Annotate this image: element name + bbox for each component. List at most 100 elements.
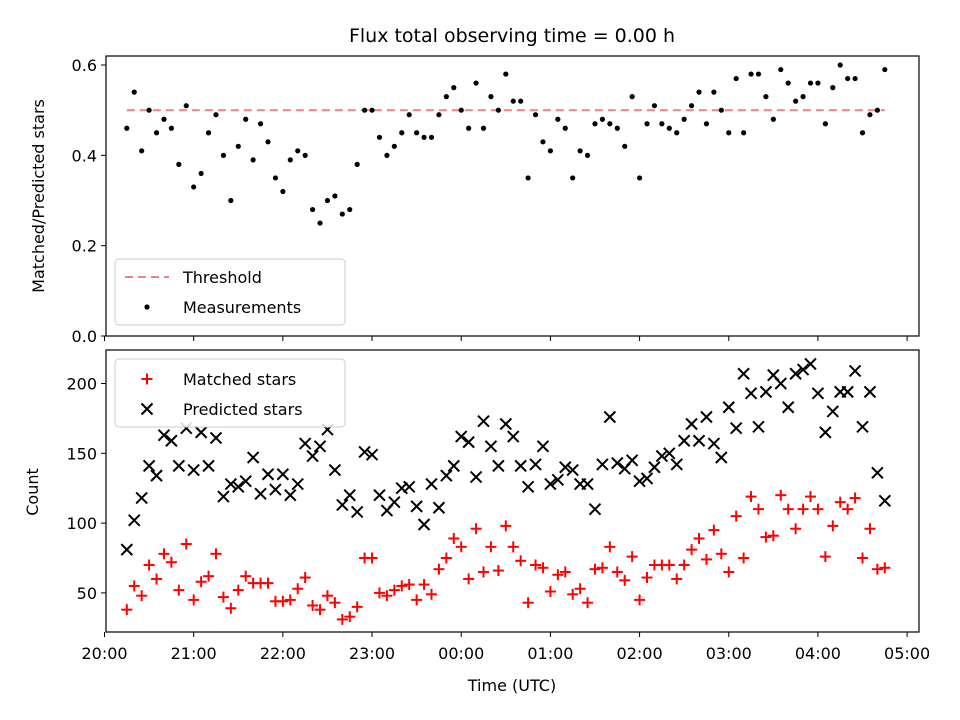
counts-x-tick-label: 05:00 — [884, 644, 930, 663]
measurement-point — [867, 112, 873, 118]
legend-matched-marker — [141, 373, 153, 385]
measurement-point — [384, 152, 390, 158]
matched-stars-point — [277, 595, 289, 607]
predicted-stars-point — [284, 488, 297, 502]
legend-matched-label: Matched stars — [183, 370, 296, 389]
predicted-stars-point — [187, 463, 200, 477]
measurement-point — [666, 125, 672, 131]
measurement-point — [205, 130, 212, 136]
counts-y-tick-label: 50 — [77, 584, 97, 603]
predicted-stars-point — [417, 518, 431, 531]
matched-stars-point — [805, 491, 817, 503]
measurement-point — [191, 184, 197, 190]
predicted-stars-point — [484, 440, 498, 453]
measurement-point — [748, 71, 754, 77]
legend-predicted-swatch — [140, 402, 154, 416]
predicted-stars-point — [863, 385, 877, 399]
measurement-point — [718, 107, 724, 113]
predicted-stars-point — [752, 420, 765, 433]
matched-stars-point — [730, 510, 742, 522]
measurement-point — [220, 152, 227, 158]
measurement-point — [458, 107, 464, 113]
measurement-point — [302, 152, 308, 158]
predicted-stars-point — [165, 434, 178, 447]
matched-stars-point — [819, 551, 831, 563]
measurement-point — [436, 112, 442, 118]
measurement-point — [466, 125, 472, 131]
predicted-stars-point — [871, 466, 884, 480]
measurement-point — [362, 107, 368, 113]
measurement-point — [622, 143, 628, 149]
matched-stars-point — [760, 531, 772, 543]
counts-x-tick-label: 20:00 — [81, 644, 127, 663]
predicted-stars-point — [202, 459, 215, 473]
measurement-point — [473, 80, 479, 86]
matched-stars-point — [381, 590, 393, 602]
counts-x-tick-label: 03:00 — [706, 644, 752, 663]
measurement-point — [309, 206, 316, 213]
predicted-stars-point — [336, 498, 349, 512]
matched-stars-point — [738, 552, 750, 564]
predicted-stars-point — [373, 488, 386, 502]
predicted-stars-point — [209, 431, 223, 445]
measurement-point — [183, 103, 189, 109]
measurement-point — [711, 89, 717, 95]
predicted-stars-point — [878, 494, 892, 507]
matched-stars-point — [515, 555, 527, 567]
measurement-point — [547, 148, 554, 154]
matched-stars-point — [440, 552, 452, 564]
counts-y-tick-label: 150 — [66, 444, 97, 463]
matched-stars-point — [351, 601, 363, 613]
matched-stars-point — [552, 569, 564, 581]
matched-stars-point — [559, 566, 571, 578]
predicted-stars-point — [269, 483, 282, 496]
measurement-point — [763, 94, 769, 100]
measurement-point — [852, 75, 858, 82]
matched-stars-point — [700, 553, 712, 565]
measurement-point — [822, 121, 828, 127]
counts-x-tick-label: 04:00 — [795, 644, 841, 663]
predicted-stars-point — [425, 477, 438, 491]
predicted-stars-point — [722, 401, 735, 414]
counts-x-tick-label: 02:00 — [617, 644, 663, 663]
predicted-stars-series — [120, 357, 892, 556]
matched-stars-point — [589, 563, 601, 575]
predicted-stars-point — [796, 363, 810, 376]
legend-predicted-marker — [140, 402, 154, 416]
matched-stars-point — [284, 594, 296, 606]
matched-stars-point — [433, 563, 445, 575]
predicted-stars-point — [499, 417, 513, 431]
measurement-point — [495, 107, 501, 113]
predicted-stars-point — [856, 420, 869, 433]
matched-stars-point — [842, 503, 854, 515]
predicted-stars-point — [298, 437, 312, 450]
matched-stars-point — [411, 594, 423, 606]
measurement-point — [406, 112, 412, 118]
predicted-stars-point — [781, 401, 795, 414]
matched-stars-point — [812, 503, 824, 515]
measurement-point — [562, 125, 568, 131]
predicted-stars-point — [447, 459, 460, 473]
matched-stars-point — [634, 594, 646, 606]
matched-stars-point — [567, 588, 579, 600]
predicted-stars-point — [254, 487, 267, 500]
chart-title: Flux total observing time = 0.00 h — [349, 25, 675, 47]
measurement-point — [592, 121, 598, 127]
measurement-point — [755, 71, 762, 77]
measurement-point — [830, 85, 836, 91]
matched-stars-point — [492, 565, 504, 577]
predicted-stars-point — [194, 426, 208, 439]
ratio-y-axis-label: Matched/Predicted stars — [29, 99, 48, 293]
measurement-point — [235, 143, 241, 149]
matched-stars-point — [723, 566, 735, 578]
matched-stars-point — [321, 590, 333, 602]
measurement-point — [213, 112, 219, 118]
measurement-point — [636, 175, 643, 181]
matched-stars-point — [165, 556, 177, 568]
matched-stars-point — [686, 544, 698, 556]
matched-stars-point — [344, 611, 356, 623]
predicted-stars-point — [715, 451, 728, 464]
matched-stars-point — [425, 588, 437, 600]
predicted-stars-point — [410, 500, 423, 513]
predicted-stars-point — [811, 387, 825, 400]
